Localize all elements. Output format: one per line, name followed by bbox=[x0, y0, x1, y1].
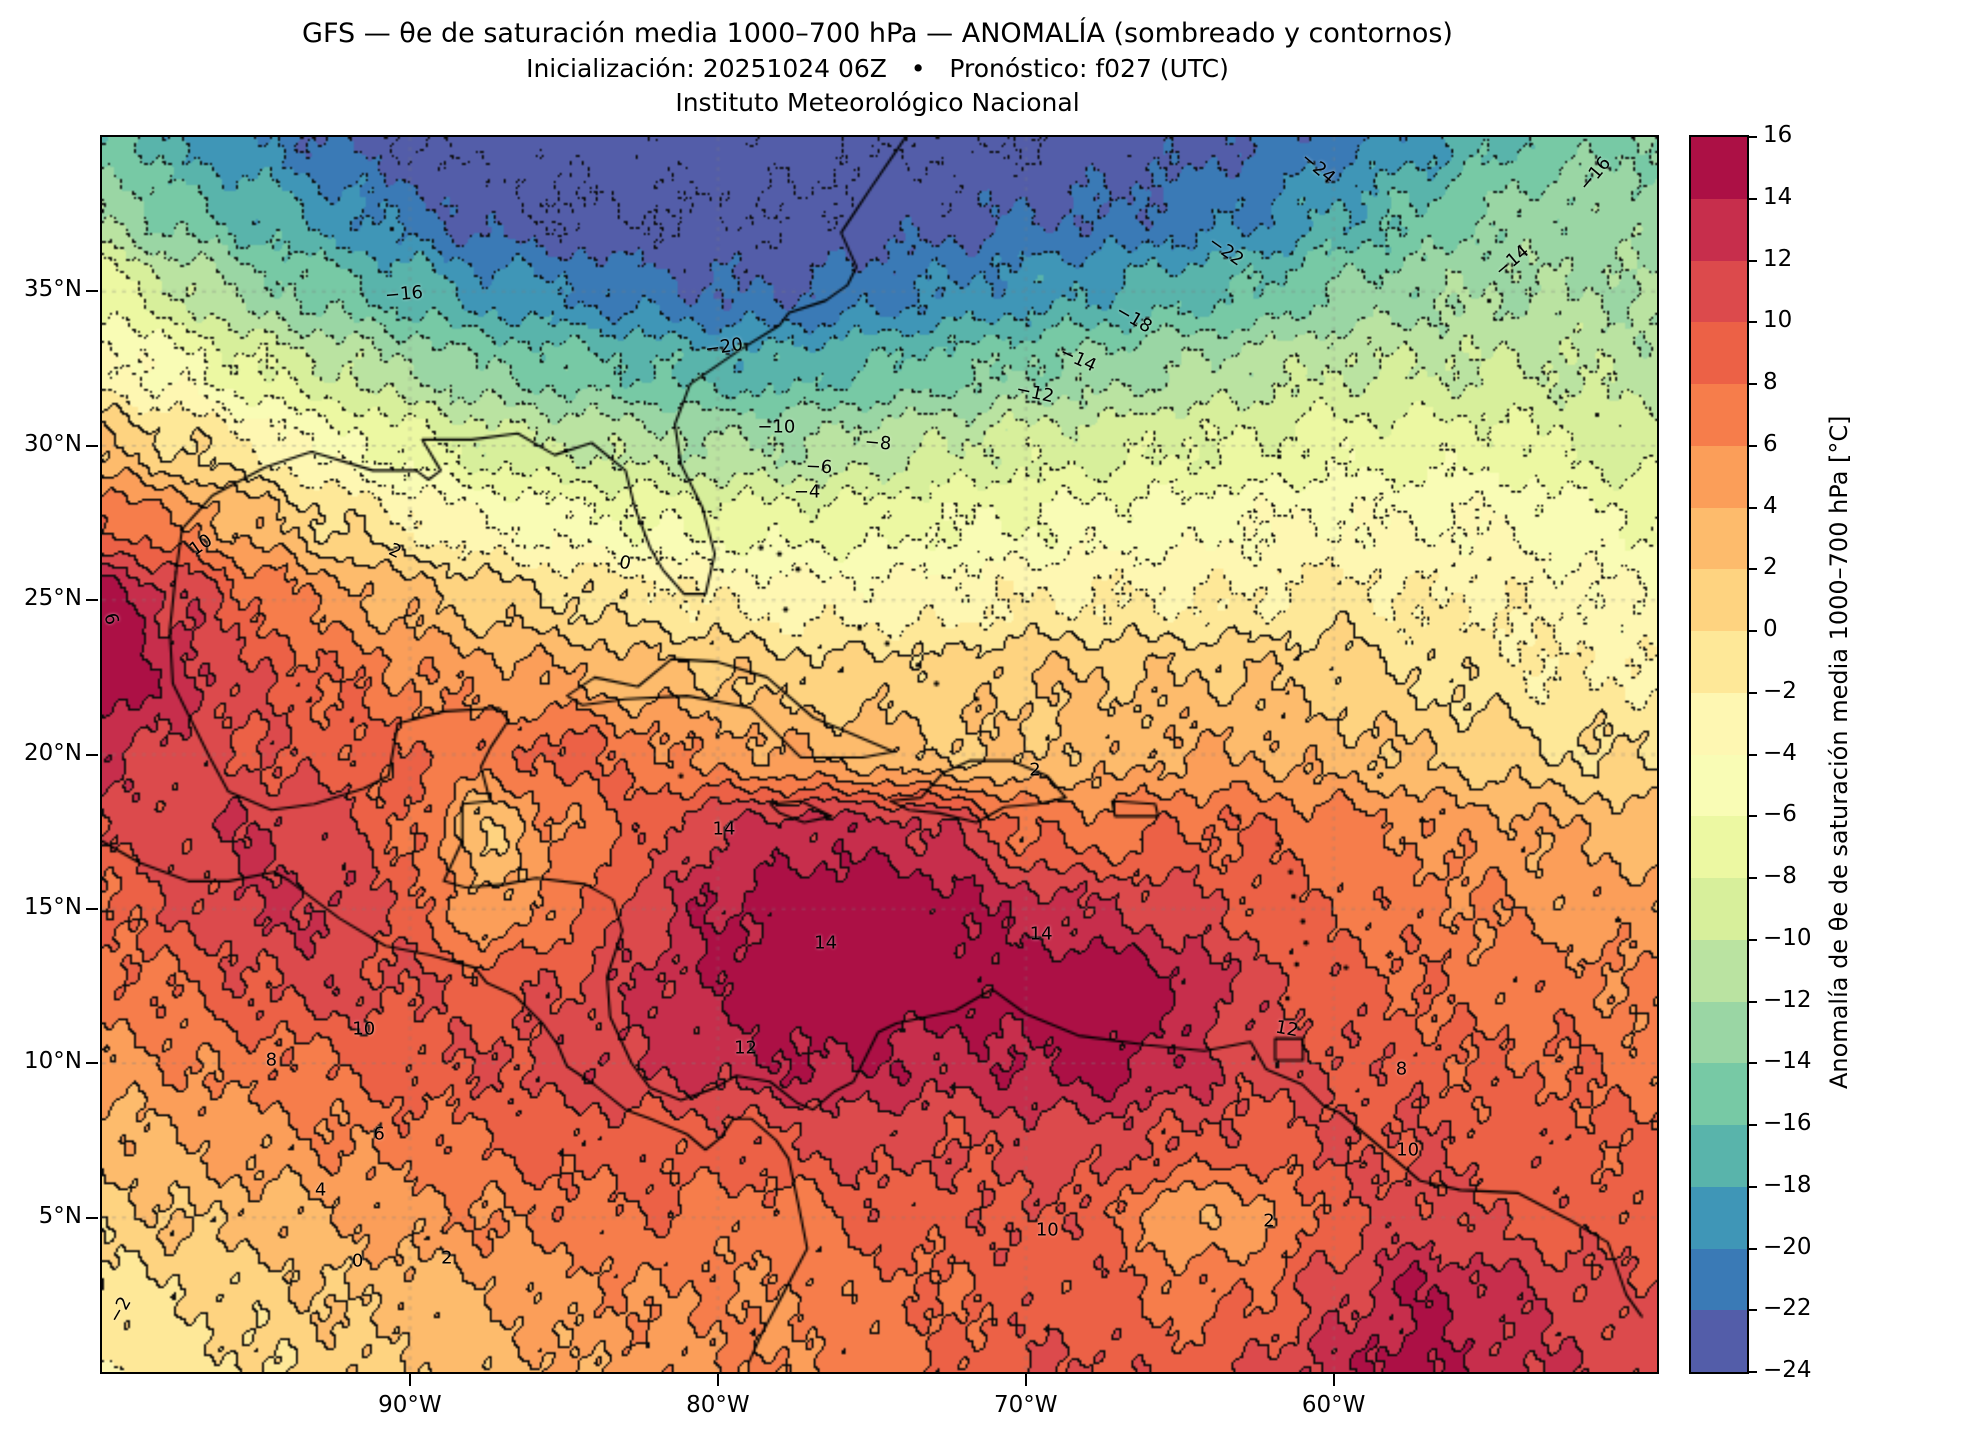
lat-tick-label: 5°N bbox=[38, 1202, 82, 1229]
colorbar-tick-label: 0 bbox=[1763, 616, 1778, 642]
colorbar-tick-label: −4 bbox=[1763, 739, 1797, 766]
colorbar-cell bbox=[1691, 878, 1747, 940]
colorbar-cell bbox=[1691, 260, 1747, 323]
colorbar-tick-mark bbox=[1749, 1247, 1757, 1250]
colorbar-cell bbox=[1691, 569, 1747, 631]
colorbar-cell bbox=[1691, 692, 1747, 755]
lat-tick-mark bbox=[86, 290, 98, 293]
colorbar-cell bbox=[1691, 198, 1747, 261]
lon-tick-mark bbox=[408, 1374, 411, 1386]
lat-tick-label: 15°N bbox=[24, 893, 82, 920]
colorbar-tick-mark bbox=[1749, 1309, 1757, 1312]
colorbar-cell bbox=[1691, 1186, 1747, 1249]
colorbar-tick-mark bbox=[1749, 1371, 1757, 1373]
lat-tick-mark bbox=[86, 599, 98, 602]
colorbar-tick-label: 4 bbox=[1763, 492, 1778, 519]
colorbar-label: Anomalía de θe de saturación media 1000–… bbox=[1825, 415, 1853, 1090]
colorbar-tick-mark bbox=[1749, 444, 1757, 447]
colorbar-cell bbox=[1691, 754, 1747, 817]
colorbar-tick-mark bbox=[1749, 938, 1757, 941]
colorbar-cell bbox=[1691, 1001, 1747, 1064]
colorbar-cell bbox=[1691, 1125, 1747, 1187]
colorbar-tick-mark bbox=[1749, 568, 1757, 571]
colorbar-cell bbox=[1691, 507, 1747, 570]
lon-tick-label: 80°W bbox=[686, 1392, 750, 1418]
colorbar-cell bbox=[1691, 939, 1747, 1002]
colorbar-tick-label: 8 bbox=[1763, 369, 1778, 395]
colorbar-tick-mark bbox=[1749, 506, 1757, 509]
colorbar-tick-label: −12 bbox=[1763, 986, 1812, 1013]
colorbar-tick-mark bbox=[1749, 383, 1757, 385]
figure-subtitle: Inicialización: 20251024 06Z • Pronóstic… bbox=[526, 54, 1229, 83]
colorbar-tick-label: 14 bbox=[1763, 183, 1793, 210]
colorbar-tick-label: 12 bbox=[1763, 245, 1793, 272]
colorbar-tick-mark bbox=[1749, 1185, 1757, 1188]
colorbar-tick-mark bbox=[1749, 877, 1757, 879]
colorbar-tick-mark bbox=[1749, 1124, 1757, 1126]
colorbar-cell bbox=[1691, 816, 1747, 878]
lon-tick-label: 60°W bbox=[1301, 1392, 1366, 1418]
colorbar-tick-label: −16 bbox=[1763, 1110, 1812, 1136]
colorbar-tick-label: 16 bbox=[1763, 122, 1793, 148]
colorbar-cell bbox=[1691, 445, 1747, 508]
colorbar-tick-mark bbox=[1749, 630, 1757, 632]
colorbar-tick-label: −20 bbox=[1763, 1233, 1812, 1260]
colorbar-tick-label: −22 bbox=[1763, 1295, 1812, 1322]
colorbar-tick-mark bbox=[1749, 815, 1757, 818]
colorbar-cells bbox=[1691, 137, 1747, 1372]
colorbar-tick-mark bbox=[1749, 259, 1757, 262]
colorbar-cell bbox=[1691, 1310, 1747, 1372]
lat-tick-label: 25°N bbox=[24, 585, 82, 612]
map-plot: −24 −22 −18 −16 −16 −14 −14 −20 −12 −10 −8 −6 −4 0 2 10… bbox=[24, 135, 1659, 1418]
lat-tick-mark bbox=[86, 1216, 98, 1219]
colorbar-tick-mark bbox=[1749, 1062, 1757, 1065]
colorbar-tick-mark bbox=[1749, 197, 1757, 200]
lat-tick-mark bbox=[86, 1062, 98, 1065]
colorbar-tick-label: −8 bbox=[1763, 863, 1797, 889]
lat-tick-mark bbox=[86, 444, 98, 447]
colorbar-cell bbox=[1691, 384, 1747, 446]
colorbar-tick-label: 6 bbox=[1763, 430, 1778, 457]
colorbar-tick-label: −6 bbox=[1763, 801, 1797, 828]
colorbar-tick-mark bbox=[1749, 691, 1757, 694]
colorbar-cell bbox=[1691, 1063, 1747, 1125]
colorbar-cell bbox=[1691, 322, 1747, 384]
colorbar-tick-label: −2 bbox=[1763, 677, 1797, 704]
colorbar-cell bbox=[1691, 1248, 1747, 1311]
lat-tick-label: 30°N bbox=[24, 430, 82, 457]
colorbar-cell bbox=[1691, 631, 1747, 693]
colorbar-tick-label: −24 bbox=[1763, 1357, 1812, 1383]
colorbar-tick-label: 10 bbox=[1763, 307, 1793, 334]
lon-tick-mark bbox=[1332, 1374, 1335, 1386]
lat-tick-label: 10°N bbox=[24, 1048, 82, 1075]
colorbar-tick-mark bbox=[1749, 753, 1757, 756]
colorbar-tick-mark bbox=[1749, 1000, 1757, 1003]
lat-tick-label: 20°N bbox=[24, 739, 82, 766]
colorbar-cell bbox=[1691, 137, 1747, 199]
lat-tick-mark bbox=[86, 907, 98, 910]
anomaly-map-canvas bbox=[102, 137, 1657, 1372]
colorbar-tick-mark bbox=[1749, 321, 1757, 324]
lat-tick-mark bbox=[86, 753, 98, 756]
colorbar: 16 14 12 10 8 6 4 2 0 −2 −4 −6 −8 −10 −12 −14 −16 −18 −20 −… bbox=[1689, 122, 1812, 1383]
colorbar-tick-label: −14 bbox=[1763, 1048, 1812, 1075]
colorbar-tick-label: −10 bbox=[1763, 924, 1812, 951]
lon-tick-mark bbox=[1024, 1374, 1027, 1386]
colorbar-tick-label: −18 bbox=[1763, 1171, 1812, 1198]
colorbar-tick-mark bbox=[1749, 136, 1757, 138]
figure-title: GFS — θe de saturación media 1000–700 hP… bbox=[302, 18, 1453, 49]
colorbar-tick-label: 2 bbox=[1763, 554, 1778, 581]
lon-tick-label: 90°W bbox=[378, 1392, 442, 1418]
figure-institution: Instituto Meteorológico Nacional bbox=[675, 88, 1080, 117]
title-block: GFS — θe de saturación media 1000–700 hP… bbox=[100, 16, 1655, 120]
lat-tick-label: 35°N bbox=[24, 276, 82, 303]
lon-tick-mark bbox=[716, 1374, 719, 1386]
lon-tick-label: 70°W bbox=[993, 1392, 1058, 1418]
